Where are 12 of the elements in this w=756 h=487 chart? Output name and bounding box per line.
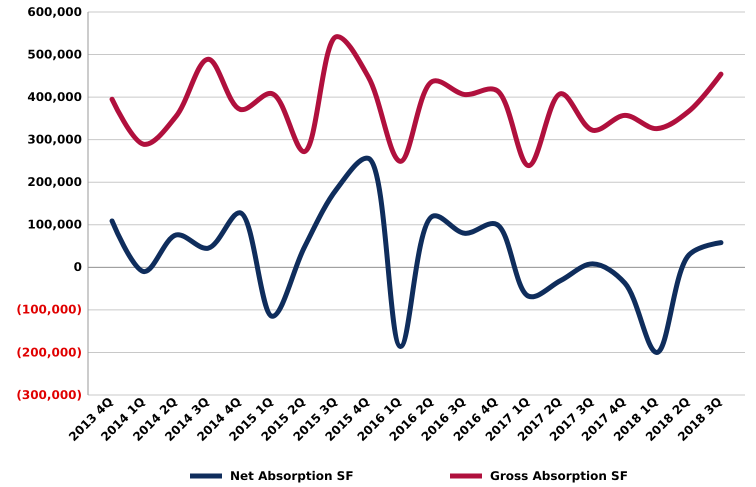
legend-label: Gross Absorption SF xyxy=(490,469,628,484)
y-tick-label: 200,000 xyxy=(27,175,82,190)
y-tick-label: 100,000 xyxy=(27,218,82,232)
legend-label: Net Absorption SF xyxy=(230,469,354,484)
y-tick-label: (100,000) xyxy=(16,302,82,317)
y-tick-label: 0 xyxy=(74,260,82,274)
y-tick-label: 300,000 xyxy=(27,132,82,147)
y-tick-label: 400,000 xyxy=(27,90,82,104)
y-tick-label: 600,000 xyxy=(27,4,82,19)
y-tick-label: (300,000) xyxy=(16,388,82,402)
y-tick-label: (200,000) xyxy=(16,345,82,360)
y-tick-label: 500,000 xyxy=(27,47,82,62)
